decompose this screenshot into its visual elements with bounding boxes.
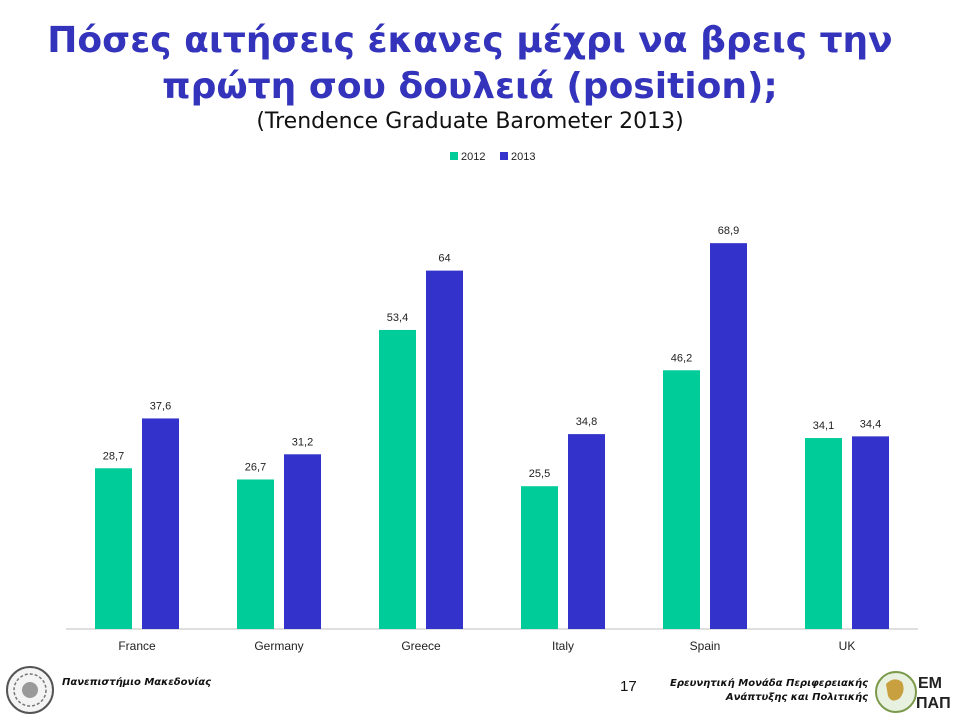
svg-text:EM: EM: [918, 675, 942, 692]
data-label-italy-2013: 34,8: [576, 416, 597, 428]
data-label-germany-2012: 26,7: [245, 461, 266, 473]
data-label-greece-2012: 53,4: [387, 312, 408, 324]
data-label-france-2012: 28,7: [103, 450, 124, 462]
bar-greece-2013: [426, 270, 463, 629]
bar-italy-2012: [521, 486, 558, 629]
page-number: 17: [620, 678, 637, 695]
legend-swatch-2013: [500, 152, 508, 160]
legend-label-2013: 2013: [511, 151, 535, 163]
slide-subtitle: (Trendence Graduate Barometer 2013): [256, 109, 684, 134]
x-tick-label-germany: Germany: [254, 639, 303, 653]
x-tick-label-uk: UK: [839, 639, 856, 653]
legend-label-2012: 2012: [461, 151, 485, 163]
x-tick-label-france: France: [118, 639, 156, 653]
bar-greece-2012: [379, 329, 416, 629]
slide-title-line1: Πόσες αιτήσεις έκανες μέχρι να βρεις την: [47, 20, 893, 61]
legend-swatch-2012: [450, 152, 458, 160]
bar-uk-2013: [852, 436, 889, 629]
slide-title: Πόσες αιτήσεις έκανες μέχρι να βρεις την…: [0, 18, 940, 110]
data-label-spain-2013: 68,9: [718, 225, 739, 237]
bar-france-2012: [95, 468, 132, 629]
x-tick-label-spain: Spain: [690, 639, 721, 653]
x-tick-label-greece: Greece: [401, 639, 441, 653]
university-name: Πανεπιστήμιο Μακεδονίας: [62, 677, 212, 688]
bar-germany-2013: [284, 454, 321, 629]
x-tick-label-italy: Italy: [552, 639, 574, 653]
research-unit-line2: Ανάπτυξης και Πολιτικής: [725, 692, 868, 703]
university-seal-logo: [6, 666, 54, 714]
data-label-spain-2012: 46,2: [671, 352, 692, 364]
data-label-greece-2013: 64: [438, 253, 450, 265]
data-label-uk-2013: 34,4: [860, 418, 881, 430]
bar-italy-2013: [568, 434, 605, 629]
data-label-france-2013: 37,6: [150, 400, 171, 412]
empap-logo: EM ΠΑΠ: [875, 671, 951, 713]
data-label-uk-2012: 34,1: [813, 420, 834, 432]
bar-spain-2013: [710, 243, 747, 629]
research-unit-line1: Ερευνητική Μονάδα Περιφερειακής: [670, 678, 868, 689]
data-label-italy-2012: 25,5: [529, 468, 550, 480]
data-label-germany-2013: 31,2: [292, 436, 313, 448]
bar-uk-2012: [805, 438, 842, 629]
bar-spain-2012: [663, 370, 700, 629]
slide-title-line2: πρώτη σου δουλειά (position);: [162, 66, 778, 107]
bar-france-2013: [142, 418, 179, 629]
research-unit-name: Ερευνητική Μονάδα Περιφερειακής Ανάπτυξη…: [670, 677, 868, 705]
svg-text:ΠΑΠ: ΠΑΠ: [916, 695, 951, 712]
bar-germany-2012: [237, 479, 274, 629]
